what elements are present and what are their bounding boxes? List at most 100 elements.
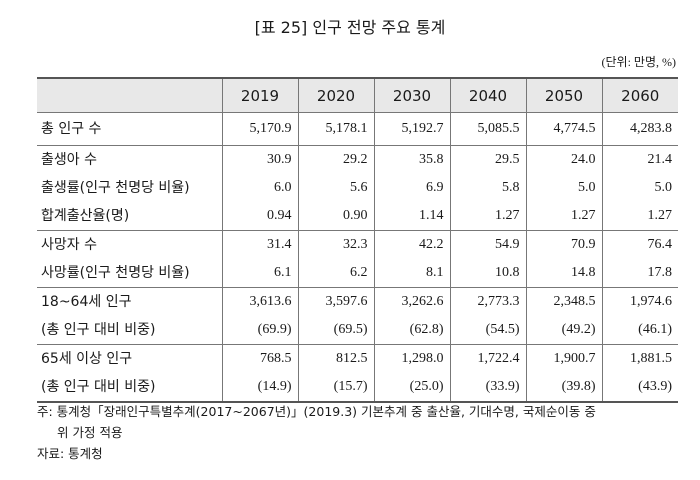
cell-value: 3,262.6	[401, 294, 444, 309]
cell-value: 1.27	[495, 208, 520, 223]
value-cell: 1,881.5 (43.9)	[601, 344, 678, 403]
cell-value: 14.8	[571, 265, 596, 280]
value-cell: 29.5 5.8 1.27	[449, 145, 526, 231]
cell-value: 5.0	[578, 180, 596, 195]
value-cell: 21.4 5.0 1.27	[601, 145, 678, 231]
column-header: 2040	[449, 77, 526, 113]
cell-value: 6.1	[274, 265, 292, 280]
cell-value: 5.8	[502, 180, 520, 195]
cell-value: 24.0	[571, 152, 596, 167]
cell-value: 6.9	[426, 180, 444, 195]
column-header: 2060	[601, 77, 678, 113]
cell-value: 4,283.8	[630, 121, 672, 136]
row-label: (총 인구 대비 비중)	[41, 322, 156, 338]
statistics-table: 2019 2020 2030 2040 2050 2060 총 인구 수 5,17…	[37, 77, 678, 403]
table-row-group: 65세 이상 인구 (총 인구 대비 비중) 768.5 (14.9) 812.5 (15…	[37, 344, 678, 403]
cell-value: 54.9	[495, 237, 520, 252]
cell-value: 29.2	[343, 152, 368, 167]
cell-value: (54.5)	[485, 322, 520, 337]
source-line: 자료: 통계청	[37, 446, 103, 461]
cell-value: 0.94	[267, 208, 292, 223]
unit-label: (단위: 만명, %)	[601, 55, 676, 69]
value-cell: 5,178.1	[297, 112, 374, 146]
cell-value: (39.8)	[561, 379, 596, 394]
cell-value: 1,900.7	[553, 351, 596, 366]
cell-value: 8.1	[426, 265, 444, 280]
note-line: 위 가정 적용	[57, 425, 123, 440]
cell-value: 812.5	[336, 351, 368, 366]
row-label: 출생률(인구 천명당 비율)	[41, 180, 190, 196]
value-cell: 76.4 17.8	[601, 230, 678, 288]
cell-value: 42.2	[419, 237, 444, 252]
row-label-cell: 18~64세 인구 (총 인구 대비 비중)	[37, 287, 222, 345]
cell-value: 768.5	[260, 351, 292, 366]
column-header: 2019	[221, 77, 298, 113]
value-cell: 4,774.5	[525, 112, 602, 146]
cell-value: (62.8)	[409, 322, 444, 337]
value-cell: 31.4 6.1	[221, 230, 298, 288]
cell-value: 31.4	[267, 237, 292, 252]
cell-value: 1,974.6	[630, 294, 672, 309]
cell-value: 6.0	[274, 180, 292, 195]
cell-value: 17.8	[647, 265, 673, 280]
cell-value: 30.9	[267, 152, 292, 167]
value-cell: 29.2 5.6 0.90	[297, 145, 374, 231]
value-cell: 5,192.7	[373, 112, 450, 146]
row-label: 18~64세 인구	[41, 294, 132, 310]
cell-value: 3,613.6	[249, 294, 292, 309]
row-label: 합계출산율(명)	[41, 208, 130, 224]
row-label: 사망률(인구 천명당 비율)	[41, 265, 190, 281]
cell-value: 5,178.1	[325, 121, 368, 136]
row-label: 출생아 수	[41, 152, 97, 168]
cell-value: 10.8	[495, 265, 520, 280]
cell-value: (43.9)	[638, 379, 672, 394]
note-line: 주: 통계청「장래인구특별추계(2017~2067년)」(2019.3) 기본추…	[37, 404, 596, 419]
value-cell: 35.8 6.9 1.14	[373, 145, 450, 231]
cell-value: 5,170.9	[249, 121, 292, 136]
table-row-group: 사망자 수 사망률(인구 천명당 비율) 31.4 6.1 32.3 6.2 42.2 8.1…	[37, 230, 678, 288]
cell-value: 6.2	[350, 265, 368, 280]
cell-value: 1,722.4	[477, 351, 520, 366]
cell-value: 1,298.0	[401, 351, 444, 366]
cell-value: (25.0)	[409, 379, 444, 394]
cell-value: (46.1)	[638, 322, 672, 337]
value-cell: 2,348.5 (49.2)	[525, 287, 602, 345]
value-cell: 3,262.6 (62.8)	[373, 287, 450, 345]
header-row: 2019 2020 2030 2040 2050 2060	[37, 77, 678, 113]
header-corner	[37, 77, 222, 113]
cell-value: 35.8	[419, 152, 444, 167]
column-header: 2030	[373, 77, 450, 113]
cell-value: 1.14	[419, 208, 444, 223]
value-cell: 4,283.8	[601, 112, 678, 146]
row-label-cell: 총 인구 수	[37, 112, 222, 146]
cell-value: 21.4	[647, 152, 673, 167]
cell-value: 29.5	[495, 152, 520, 167]
value-cell: 24.0 5.0 1.27	[525, 145, 602, 231]
table-title: [표 25] 인구 전망 주요 통계	[254, 18, 446, 37]
value-cell: 3,597.6 (69.5)	[297, 287, 374, 345]
value-cell: 812.5 (15.7)	[297, 344, 374, 403]
value-cell: 32.3 6.2	[297, 230, 374, 288]
cell-value: 1,881.5	[630, 351, 672, 366]
cell-value: 5.0	[654, 180, 673, 195]
cell-value: (49.2)	[561, 322, 596, 337]
cell-value: (69.9)	[257, 322, 292, 337]
footnote: 주: 통계청「장래인구특별추계(2017~2067년)」(2019.3) 기본추…	[37, 401, 677, 464]
table-row-group: 총 인구 수 5,170.9 5,178.1 5,192.7 5,085.5 4,774.…	[37, 112, 678, 146]
cell-value: 4,774.5	[553, 121, 596, 136]
row-label: (총 인구 대비 비중)	[41, 379, 156, 395]
value-cell: 1,900.7 (39.8)	[525, 344, 602, 403]
cell-value: (69.5)	[333, 322, 368, 337]
cell-value: 5.6	[350, 180, 368, 195]
value-cell: 5,085.5	[449, 112, 526, 146]
cell-value: 1.27	[647, 208, 673, 223]
row-label: 총 인구 수	[41, 121, 102, 137]
cell-value: 3,597.6	[325, 294, 368, 309]
cell-value: 32.3	[343, 237, 368, 252]
column-header: 2020	[297, 77, 374, 113]
column-header: 2050	[525, 77, 602, 113]
value-cell: 42.2 8.1	[373, 230, 450, 288]
value-cell: 3,613.6 (69.9)	[221, 287, 298, 345]
